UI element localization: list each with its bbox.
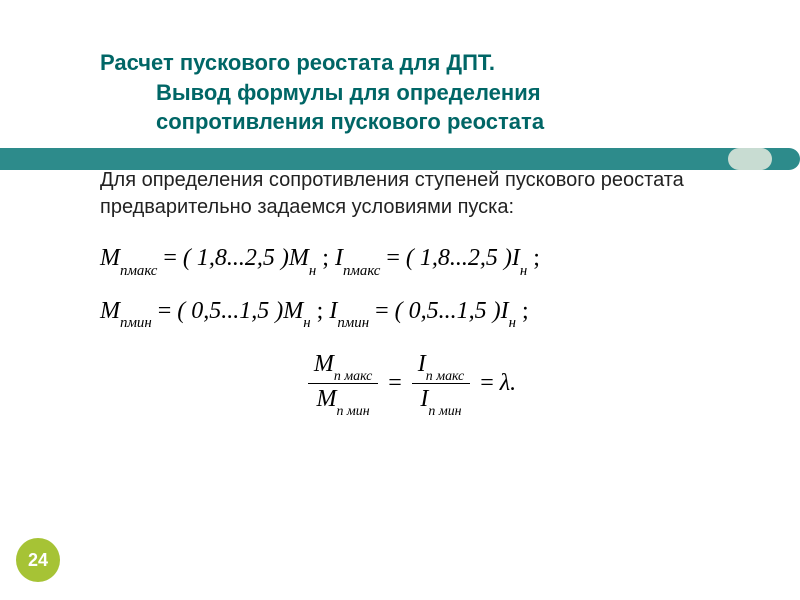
sub: н [509, 315, 516, 331]
formula-min: Mпмин = ( 0,5...1,5 )Mн ; Iпмин = ( 0,5.… [100, 298, 760, 329]
fraction-M: Mп макс Mп мин [308, 351, 378, 416]
sub: н [303, 315, 310, 331]
page-number-badge: 24 [16, 538, 60, 582]
title-line-2: Вывод формулы для определения [100, 78, 730, 108]
coef: ( 1,8...2,5 ) [183, 245, 289, 271]
sub: пмин [120, 315, 152, 331]
sub: пмакс [120, 263, 157, 279]
slide-title: Расчет пускового реостата для ДПТ. Вывод… [100, 48, 730, 137]
title-line-3: сопротивления пускового реостата [100, 107, 730, 137]
sub: пмакс [343, 263, 380, 279]
intro-paragraph: Для определения сопротивления ступеней п… [0, 137, 800, 221]
sub: пмин [337, 315, 369, 331]
sub: п макс [334, 369, 372, 384]
sub: п мин [336, 404, 369, 419]
sub: н [309, 263, 316, 279]
formula-max: Mпмакс = ( 1,8...2,5 )Mн ; Iпмакс = ( 1,… [100, 245, 760, 276]
sub: п мин [428, 404, 461, 419]
fraction-I: Iп макс Iп мин [412, 351, 470, 416]
sub: п макс [426, 369, 464, 384]
formula-block: Mпмакс = ( 1,8...2,5 )Mн ; Iпмакс = ( 1,… [0, 221, 800, 416]
coef: ( 1,8...2,5 ) [406, 245, 512, 271]
sub: н [520, 263, 527, 279]
title-line-1: Расчет пускового реостата для ДПТ. [100, 50, 495, 75]
formula-ratio: Mп макс Mп мин = Iп макс Iп мин = λ. [100, 351, 760, 416]
lambda: λ. [500, 370, 516, 396]
coef: ( 0,5...1,5 ) [177, 298, 283, 324]
coef: ( 0,5...1,5 ) [395, 298, 501, 324]
slide-title-block: Расчет пускового реостата для ДПТ. Вывод… [0, 0, 800, 137]
